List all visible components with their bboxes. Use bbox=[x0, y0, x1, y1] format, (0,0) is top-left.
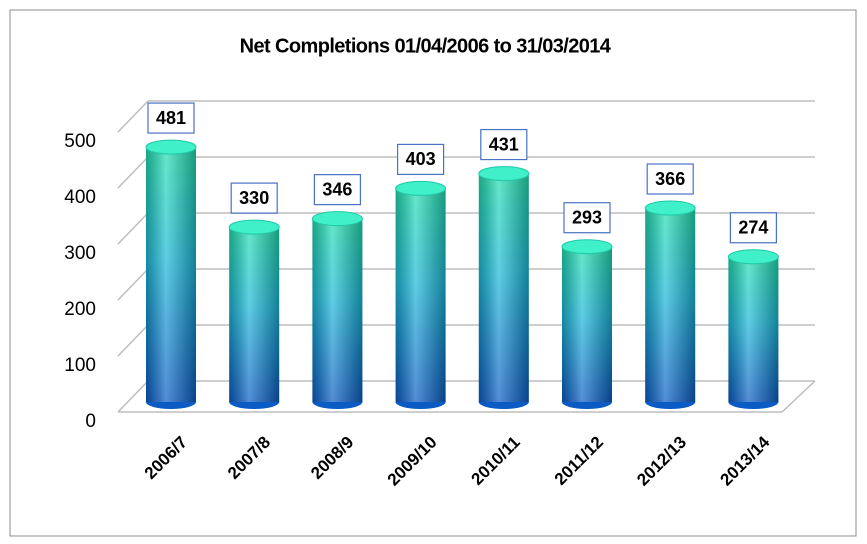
bar-shade bbox=[645, 208, 696, 402]
value-label: 431 bbox=[489, 134, 519, 154]
bar-top bbox=[727, 249, 779, 265]
value-label: 403 bbox=[406, 149, 436, 169]
chart-title: Net Completions 01/04/2006 to 31/03/2014 bbox=[240, 35, 612, 57]
value-label: 346 bbox=[322, 179, 352, 199]
value-label: 330 bbox=[239, 188, 269, 208]
value-label-box bbox=[480, 128, 528, 161]
bar-top bbox=[561, 239, 613, 255]
grid-line-side bbox=[117, 212, 149, 245]
bar-top bbox=[311, 211, 363, 227]
y-tick-label: 300 bbox=[64, 243, 96, 264]
value-label-box bbox=[729, 212, 778, 244]
value-label-box bbox=[646, 163, 694, 195]
bar-top bbox=[478, 166, 530, 182]
bar-shade bbox=[312, 218, 363, 402]
bar-shade bbox=[728, 256, 779, 402]
value-label-box bbox=[313, 174, 361, 206]
grid-line-side bbox=[117, 324, 149, 357]
value-label: 481 bbox=[156, 108, 186, 128]
value-label-box bbox=[397, 143, 445, 176]
bar-shade bbox=[562, 246, 612, 402]
grid-line-side bbox=[117, 268, 149, 301]
value-label-box bbox=[230, 182, 278, 214]
bar-shade bbox=[229, 227, 280, 402]
floor-right bbox=[781, 380, 816, 413]
value-label: 274 bbox=[738, 218, 768, 238]
bar-top bbox=[644, 200, 696, 216]
value-label: 366 bbox=[655, 169, 685, 189]
grid-line-side bbox=[117, 156, 149, 189]
y-tick-label: 100 bbox=[64, 355, 96, 376]
bar-top bbox=[228, 219, 280, 235]
value-label: 293 bbox=[572, 207, 602, 227]
bar-top bbox=[395, 180, 447, 196]
y-tick-label: 400 bbox=[64, 187, 96, 208]
grid-line-side bbox=[117, 380, 149, 413]
bar-top bbox=[145, 139, 197, 155]
y-tick-label: 200 bbox=[64, 299, 96, 320]
grid-line-side bbox=[117, 100, 149, 133]
value-label-box bbox=[563, 202, 611, 234]
y-tick-label: 0 bbox=[85, 411, 96, 432]
bar-shade bbox=[478, 173, 529, 402]
bar-shade bbox=[395, 188, 446, 402]
value-label-box bbox=[147, 102, 195, 134]
y-tick-label: 500 bbox=[64, 131, 96, 152]
bar-shade bbox=[146, 147, 196, 402]
